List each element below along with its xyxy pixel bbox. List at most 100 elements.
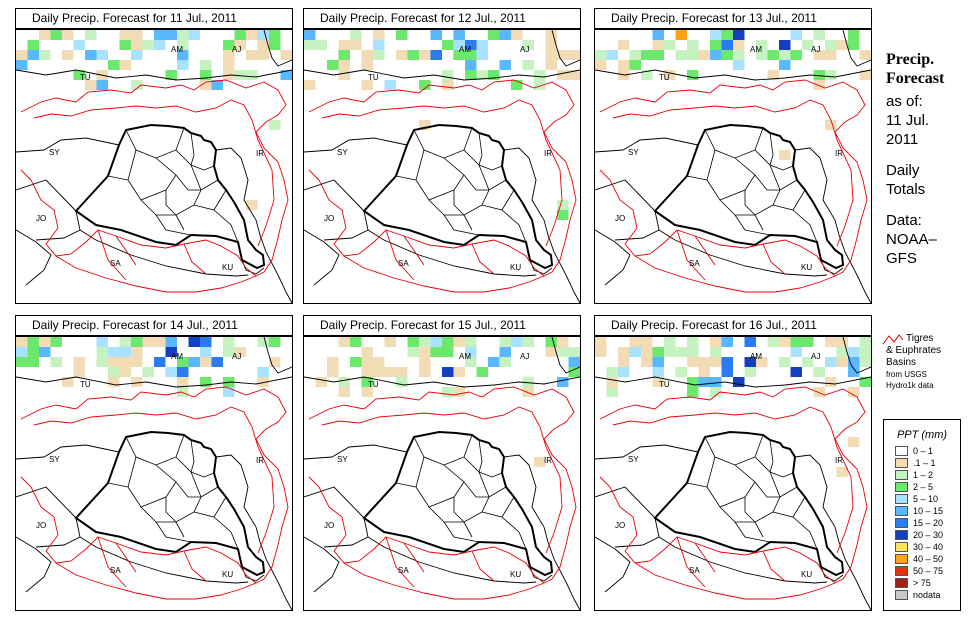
precip-cell <box>465 337 477 347</box>
precip-cell <box>664 70 676 80</box>
precip-cell <box>269 120 281 130</box>
basin-boundary <box>539 119 563 247</box>
province-boundary <box>734 521 771 543</box>
country-label: IR <box>835 149 843 158</box>
precip-cell <box>373 357 385 367</box>
precip-cell <box>710 377 722 387</box>
province-boundary <box>175 149 215 171</box>
province-boundary <box>175 481 201 498</box>
precip-cell <box>131 30 143 40</box>
province-boundary <box>501 209 527 243</box>
country-boundary <box>367 229 537 277</box>
precip-cell <box>108 357 120 367</box>
precip-cell <box>618 347 630 357</box>
precip-cell <box>710 347 722 357</box>
precip-cell <box>790 347 802 357</box>
precip-cell <box>442 347 454 357</box>
precip-cell <box>177 367 189 377</box>
precip-cell <box>641 357 653 367</box>
basin-line-5: Hydro1k data <box>886 381 934 390</box>
precip-cell <box>618 40 630 50</box>
forecast-panel: Daily Precip. Forecast for 13 Jul., 2011… <box>594 8 872 304</box>
precip-cell <box>453 40 465 50</box>
precip-cell <box>373 30 385 40</box>
basin-line-icon <box>882 334 904 345</box>
country-boundary <box>595 229 631 286</box>
basin-boundary <box>830 426 854 554</box>
precip-cell <box>534 70 546 80</box>
legend-row: 15 – 20 <box>884 517 960 529</box>
country-boundary <box>595 444 699 548</box>
precip-cell <box>652 357 664 367</box>
panel-title-text: Daily Precip. Forecast for 16 Jul., 2011 <box>611 318 817 332</box>
precip-cell <box>698 367 710 377</box>
precip-cell <box>27 50 39 60</box>
province-boundary <box>165 497 177 523</box>
map-canvas: AM AJ TU SY IR JO SA KU <box>304 30 580 303</box>
precip-cell <box>188 357 200 367</box>
precip-cell <box>234 347 246 357</box>
precip-cell <box>545 347 557 357</box>
basin-boundary <box>251 426 275 554</box>
precip-cell <box>859 347 871 357</box>
precip-cell <box>848 367 860 377</box>
precip-map: AM AJ TU SY IR JO SA KU <box>303 336 581 611</box>
legend-row: 0 – 1 <box>884 445 960 457</box>
precip-cell <box>825 50 837 60</box>
basin-boundary <box>830 119 854 247</box>
precip-cell <box>779 150 791 160</box>
province-boundary <box>127 456 177 508</box>
precip-cell <box>557 337 569 347</box>
precip-cell <box>710 50 722 60</box>
country-boundary <box>794 454 871 610</box>
country-label: SY <box>628 148 639 157</box>
basin-boundary <box>251 119 275 247</box>
precip-cell <box>373 40 385 50</box>
precip-cell <box>710 40 722 50</box>
sidebar: Precip. Forecast as of: 11 Jul. 2011 Dai… <box>886 50 968 268</box>
basin-line-1: Tigres <box>906 333 934 344</box>
country-label: AJ <box>232 352 241 361</box>
precip-cell <box>557 50 569 60</box>
precip-cell <box>790 367 802 377</box>
panel-title: Daily Precip. Forecast for 12 Jul., 2011 <box>303 8 581 29</box>
precip-cell <box>96 337 108 347</box>
country-label: JO <box>615 521 625 530</box>
province-boundary <box>488 179 507 191</box>
precip-cell <box>442 40 454 50</box>
precip-cell <box>848 347 860 357</box>
province-boundary <box>155 214 192 236</box>
precip-cell <box>606 50 618 60</box>
precip-cell <box>304 40 316 50</box>
precip-cell <box>200 377 212 387</box>
legend-swatch <box>895 446 908 456</box>
country-boundary <box>503 147 580 303</box>
basin-boundary <box>20 79 289 277</box>
precip-cell <box>350 337 362 347</box>
forecast-panel: Daily Precip. Forecast for 12 Jul., 2011… <box>303 8 581 304</box>
province-boundary <box>175 456 215 478</box>
precip-cell <box>16 357 28 367</box>
precip-cell <box>142 367 154 377</box>
precip-cell <box>50 30 62 40</box>
country-boundary <box>551 30 580 67</box>
precip-cell <box>165 337 177 347</box>
precip-cell <box>522 337 534 347</box>
precip-cell <box>652 347 664 357</box>
precip-cell <box>154 357 166 367</box>
precip-cell <box>813 50 825 60</box>
legend-label: nodata <box>913 590 941 600</box>
basin-legend: Tigres & Euphrates Basins from USGS Hydr… <box>882 333 970 391</box>
iraq-border <box>74 123 266 270</box>
precip-cell <box>85 30 97 40</box>
precip-cell <box>499 60 511 70</box>
province-boundary <box>428 471 490 523</box>
province-boundary <box>463 174 489 191</box>
province-boundary <box>127 149 177 201</box>
precip-cell <box>442 387 454 397</box>
province-boundary <box>443 521 480 543</box>
precip-cell <box>430 337 442 347</box>
country-boundary <box>794 147 871 303</box>
province-boundary <box>772 189 806 211</box>
precip-cell <box>465 347 477 357</box>
